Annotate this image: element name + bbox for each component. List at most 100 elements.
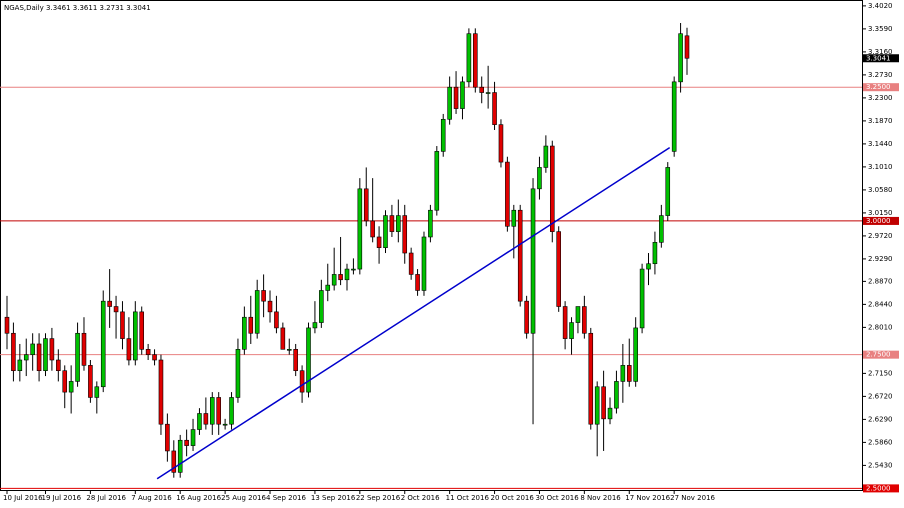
candle-body xyxy=(120,311,125,339)
x-tick-label: 17 Nov 2016 xyxy=(625,494,670,502)
y-tick-label: 3.1870 xyxy=(868,117,893,125)
y-tick-label: 3.0150 xyxy=(868,209,893,217)
candle-body xyxy=(177,439,183,473)
candle-body xyxy=(543,145,549,168)
candle-body xyxy=(434,151,440,211)
y-tick-label: 3.2730 xyxy=(868,71,893,79)
candle-body xyxy=(614,381,619,409)
candle-body xyxy=(331,274,337,286)
candle-body xyxy=(81,332,87,366)
candle-body xyxy=(254,290,260,334)
candle-body xyxy=(652,242,658,265)
y-tick-label: 3.2300 xyxy=(868,94,893,102)
candle-body xyxy=(4,316,10,334)
x-tick-label: 28 Jul 2016 xyxy=(86,494,126,502)
candle-body xyxy=(325,284,331,291)
x-tick-label: 13 Sep 2016 xyxy=(311,494,356,502)
y-tick-label: 2.5860 xyxy=(868,438,893,446)
y-tick-label: 2.8440 xyxy=(868,300,893,308)
candle-body xyxy=(447,86,452,120)
candle-body xyxy=(139,311,145,350)
candle-body xyxy=(569,322,574,339)
last-price-label: 3.3041 xyxy=(866,54,891,62)
candle-body xyxy=(671,81,677,152)
candle-body xyxy=(261,290,266,302)
last-price-tag xyxy=(863,54,899,63)
candle-body xyxy=(659,215,664,243)
candle-body xyxy=(197,413,202,430)
x-tick-label: 27 Nov 2016 xyxy=(670,494,715,502)
candle-body xyxy=(440,118,446,152)
candle-body xyxy=(517,209,523,302)
y-tick-label: 2.6290 xyxy=(868,415,893,423)
candle-body xyxy=(267,300,273,313)
candle-body xyxy=(479,86,485,93)
candle-body xyxy=(17,359,23,372)
candle-body xyxy=(94,386,100,398)
candle-body xyxy=(556,231,561,307)
candle-body xyxy=(338,274,343,281)
y-tick-label: 2.5430 xyxy=(868,461,893,469)
candle-body xyxy=(357,188,363,270)
x-tick-label: 20 Oct 2016 xyxy=(491,494,535,502)
y-tick-label: 3.4020 xyxy=(868,2,893,10)
candle-body xyxy=(646,263,651,270)
candle-body xyxy=(492,92,497,125)
y-tick-label: 2.8870 xyxy=(868,277,893,285)
candle-body xyxy=(428,209,433,238)
candle-body xyxy=(171,450,177,473)
candle-body xyxy=(312,322,318,329)
candle-body xyxy=(549,145,555,232)
candle-body xyxy=(460,81,465,109)
y-tick-label: 2.9720 xyxy=(868,232,893,240)
candle-body xyxy=(594,386,600,425)
candle-body xyxy=(286,349,292,351)
candle-body xyxy=(306,327,311,393)
candle-body xyxy=(678,33,683,83)
candle-body xyxy=(505,161,510,227)
candle-body xyxy=(209,397,215,425)
candle-body xyxy=(363,188,369,222)
y-tick-label: 3.1010 xyxy=(868,163,893,171)
candle-body xyxy=(537,167,542,190)
x-tick-label: 4 Sep 2016 xyxy=(266,494,306,502)
candle-body xyxy=(665,167,671,216)
candle-body xyxy=(601,386,606,420)
x-tick-label: 10 Jul 2016 xyxy=(3,494,43,502)
candle-body xyxy=(75,332,80,382)
y-tick-label: 2.9290 xyxy=(868,255,893,263)
candle-body xyxy=(229,397,234,425)
candle-body xyxy=(68,381,74,393)
candle-body xyxy=(242,316,247,350)
candle-body xyxy=(607,407,613,420)
candle-body xyxy=(421,236,427,291)
candle-body xyxy=(633,327,638,382)
y-tick-label: 2.7150 xyxy=(868,369,893,377)
x-tick-label: 30 Oct 2016 xyxy=(535,494,579,502)
y-tick-label: 2.6720 xyxy=(868,392,893,400)
candle-body xyxy=(530,188,536,334)
candle-body xyxy=(299,370,305,393)
x-tick-label: 2 Oct 2016 xyxy=(401,494,440,502)
candle-body xyxy=(575,306,581,323)
candle-body xyxy=(190,429,196,446)
level-label: 2.5000 xyxy=(866,484,891,492)
candle-body xyxy=(165,423,170,452)
candle-body xyxy=(408,252,414,275)
candle-body xyxy=(453,86,459,109)
trendline xyxy=(156,147,671,480)
candle-body xyxy=(88,365,93,398)
candle-body xyxy=(36,343,42,372)
candle-body xyxy=(280,327,286,350)
x-tick-label: 19 Jul 2016 xyxy=(41,494,81,502)
candle-body xyxy=(626,365,632,382)
candle-body xyxy=(203,413,209,425)
candle-body xyxy=(351,268,356,271)
candle-body xyxy=(100,300,106,388)
level-tag xyxy=(863,484,899,493)
candle-body xyxy=(511,209,517,227)
candle-body xyxy=(222,423,228,426)
candle-body xyxy=(588,332,594,425)
candle-body xyxy=(158,359,164,425)
y-tick-label: 3.3160 xyxy=(868,48,893,56)
